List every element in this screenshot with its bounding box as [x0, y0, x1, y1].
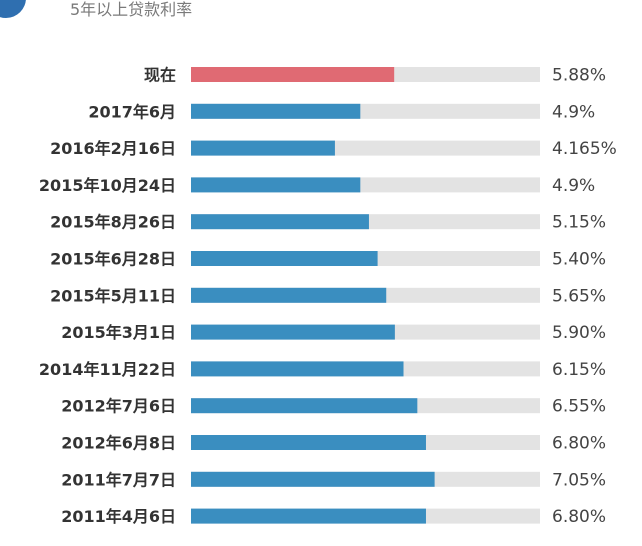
category-label: 2012年6月8日 [61, 434, 176, 453]
category-label: 2015年3月1日 [61, 323, 176, 342]
value-label: 6.15% [552, 360, 606, 380]
value-label: 4.9% [552, 176, 595, 196]
bar [191, 67, 395, 82]
category-label: 2011年7月7日 [61, 470, 176, 489]
value-label: 5.15% [552, 213, 606, 233]
value-label: 5.88% [552, 66, 606, 86]
bar [191, 103, 361, 119]
category-label: 2015年5月11日 [50, 286, 176, 305]
category-label: 2011年4月6日 [61, 507, 176, 526]
category-label: 2014年11月22日 [39, 360, 176, 379]
bar [191, 435, 426, 450]
bar [191, 324, 395, 340]
category-label: 2017年6月 [88, 102, 176, 121]
bar [191, 251, 378, 266]
category-label: 2015年6月28日 [50, 250, 176, 269]
category-label: 现在 [144, 66, 176, 85]
category-label: 2016年2月16日 [50, 139, 176, 158]
bar [191, 177, 361, 193]
value-label: 6.80% [552, 434, 606, 454]
value-label: 4.9% [552, 102, 595, 122]
chart-subtitle: 5年以上贷款利率 [70, 0, 193, 19]
bar [191, 214, 369, 230]
value-label: 5.40% [552, 250, 606, 270]
value-label: 6.55% [552, 397, 606, 417]
bar [191, 140, 335, 156]
value-label: 4.165% [552, 139, 617, 159]
bar [191, 361, 404, 377]
bar [191, 471, 435, 487]
value-label: 6.80% [552, 507, 606, 527]
value-label: 7.05% [552, 470, 606, 490]
bar [191, 508, 426, 524]
category-label: 2012年7月6日 [61, 397, 176, 416]
bar [191, 398, 418, 414]
category-label: 2015年8月26日 [50, 213, 176, 232]
category-label: 2015年10月24日 [39, 176, 176, 195]
value-label: 5.65% [552, 286, 606, 306]
value-label: 5.90% [552, 323, 606, 343]
bar [191, 287, 387, 303]
